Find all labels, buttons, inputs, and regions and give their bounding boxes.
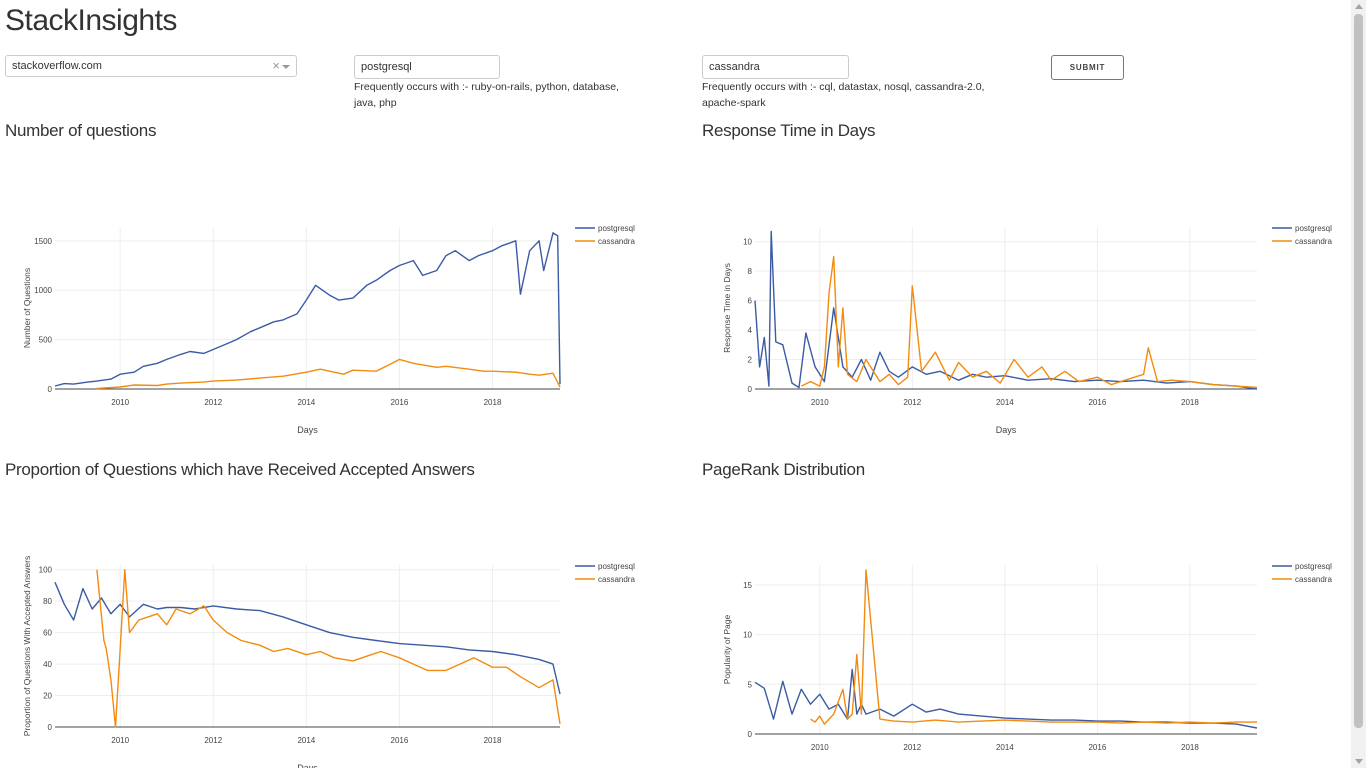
x-tick-label: 2016	[391, 736, 409, 745]
y-axis-title: Popularity of Page	[722, 615, 732, 685]
x-tick-label: 2010	[811, 398, 829, 407]
series-line-cassandra	[96, 569, 561, 728]
tag1-frequent-tags: Frequently occurs with :- ruby-on-rails,…	[354, 81, 619, 109]
x-tick-label: 2012	[204, 398, 222, 407]
x-tick-label: 2018	[484, 736, 502, 745]
site-select-value: stackoverflow.com	[12, 60, 102, 72]
x-tick-label: 2014	[996, 743, 1014, 752]
pagerank-chart: 2010 2012 2014 2016 2018 0 5 10 15 postgresql cass…	[722, 562, 1332, 752]
x-tick-label: 2016	[1088, 398, 1106, 407]
x-tick-label: 2010	[111, 736, 129, 745]
chart-title-response-time: Response Time in Days	[702, 121, 876, 140]
app-title: StackInsights	[5, 4, 177, 37]
y-tick-label: 0	[48, 385, 53, 394]
y-tick-label: 80	[43, 597, 52, 606]
legend-label-cassandra: cassandra	[1295, 575, 1332, 584]
legend-label-cassandra: cassandra	[598, 575, 635, 584]
y-tick-label: 4	[748, 326, 753, 335]
series-line-postgresql	[54, 582, 561, 695]
legend-label-postgresql: postgresql	[598, 562, 635, 571]
y-tick-label: 60	[43, 629, 52, 638]
legend-label-postgresql: postgresql	[598, 224, 635, 233]
x-tick-label: 2012	[204, 736, 222, 745]
chart-title-questions: Number of questions	[5, 121, 157, 140]
y-tick-label: 0	[748, 730, 753, 739]
questions-chart: 2010 2012 2014 2016 2018 0 500 1000 1500 postgres…	[22, 224, 635, 435]
y-tick-label: 15	[743, 581, 752, 590]
series-line-postgresql	[754, 230, 1258, 390]
y-tick-label: 10	[743, 631, 752, 640]
y-tick-label: 10	[743, 238, 752, 247]
y-tick-label: 2	[748, 356, 753, 365]
x-tick-label: 2016	[1088, 743, 1106, 752]
x-axis-title: Days	[297, 763, 318, 768]
x-tick-label: 2014	[297, 736, 315, 745]
y-tick-label: 100	[39, 566, 53, 575]
y-axis-title: Proportion of Questions With Accepted An…	[22, 556, 32, 736]
y-tick-label: 0	[748, 385, 753, 394]
y-axis-title: Response Time in Days	[722, 263, 732, 353]
x-tick-label: 2018	[1181, 743, 1199, 752]
x-tick-label: 2012	[903, 398, 921, 407]
chart-title-pagerank: PageRank Distribution	[702, 460, 865, 479]
accepted-answers-chart: 2010 2012 2014 2016 2018 0 20 40 60 80 100 postgres…	[22, 556, 635, 768]
y-tick-label: 6	[748, 297, 753, 306]
y-tick-label: 500	[39, 336, 53, 345]
tag1-input[interactable]	[354, 55, 500, 79]
clear-icon[interactable]: ×	[272, 58, 280, 73]
y-tick-label: 40	[43, 660, 52, 669]
scrollbar-thumb[interactable]	[1354, 14, 1363, 728]
y-tick-label: 1000	[34, 286, 52, 295]
x-axis-title: Days	[996, 425, 1017, 435]
tag2-input[interactable]	[702, 55, 849, 79]
y-tick-label: 8	[748, 267, 753, 276]
legend-label-postgresql: postgresql	[1295, 562, 1332, 571]
series-line-cassandra	[96, 358, 561, 390]
y-tick-label: 5	[748, 680, 753, 689]
series-line-postgresql	[754, 668, 1258, 729]
x-tick-label: 2010	[811, 743, 829, 752]
x-tick-label: 2016	[391, 398, 409, 407]
legend-label-cassandra: cassandra	[598, 237, 635, 246]
y-tick-label: 20	[43, 692, 52, 701]
x-tick-label: 2018	[1181, 398, 1199, 407]
x-axis-title: Days	[297, 425, 318, 435]
tag2-frequent-tags: Frequently occurs with :- cql, datastax,…	[702, 81, 985, 109]
page-scrollbar[interactable]	[1351, 0, 1366, 768]
series-line-postgresql	[54, 232, 561, 387]
scroll-down-icon[interactable]	[1355, 759, 1363, 764]
series-line-cassandra	[810, 569, 1257, 725]
scroll-up-icon[interactable]	[1355, 4, 1363, 9]
site-select[interactable]: stackoverflow.com ×	[5, 55, 297, 77]
x-tick-label: 2014	[996, 398, 1014, 407]
legend-label-postgresql: postgresql	[1295, 224, 1332, 233]
submit-button[interactable]: SUBMIT	[1051, 55, 1124, 80]
series-line-cassandra	[800, 255, 1258, 389]
x-tick-label: 2018	[484, 398, 502, 407]
legend-label-cassandra: cassandra	[1295, 237, 1332, 246]
y-axis-title: Number of Questions	[22, 268, 32, 348]
chart-title-accepted-answers: Proportion of Questions which have Recei…	[5, 460, 475, 479]
x-tick-label: 2014	[297, 398, 315, 407]
chevron-down-icon[interactable]	[282, 65, 290, 69]
x-tick-label: 2012	[903, 743, 921, 752]
response-time-chart: 2010 2012 2014 2016 2018 0 2 4 6 8 10 postgresql cas…	[722, 224, 1332, 435]
y-tick-label: 0	[48, 723, 53, 732]
y-tick-label: 1500	[34, 237, 52, 246]
x-tick-label: 2010	[111, 398, 129, 407]
